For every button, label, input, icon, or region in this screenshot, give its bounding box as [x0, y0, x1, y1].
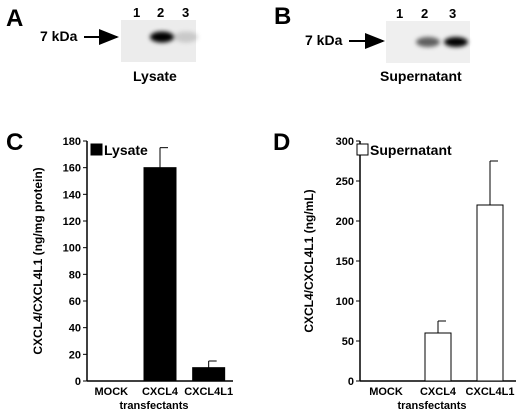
chart1-x-axis-label: transfectants [119, 400, 188, 412]
chart1-category-label: CXCL4 [142, 386, 179, 398]
panel-letter-c: C [6, 129, 23, 156]
chart1-y-tick-label: 20 [69, 349, 81, 361]
lane-b-1: 1 [396, 6, 403, 21]
marker-label-a: 7 kDa [40, 28, 78, 44]
panel-letter-a: A [6, 5, 23, 32]
chart2-legend-label: Supernatant [370, 142, 452, 158]
chart1-y-tick-label: 80 [69, 269, 81, 281]
chart1-bar-cxcl4l1 [192, 367, 226, 382]
blot-caption-a: Lysate [133, 68, 177, 84]
chart1-bar-cxcl4 [143, 167, 177, 382]
chart1-category-label: MOCK [95, 386, 129, 398]
chart1-y-tick-label: 120 [63, 216, 81, 228]
chart1-legend-swatch [90, 143, 103, 156]
chart2-y-tick-label: 250 [336, 176, 354, 188]
chart2-legend-swatch [356, 143, 369, 156]
bands-b [416, 37, 468, 47]
chart2-y-tick-label: 300 [336, 136, 354, 148]
chart1-category-label: CXCL4L1 [184, 386, 233, 398]
chart2-y-tick-label: 0 [348, 376, 354, 388]
chart-supernatant: 0 50 100 150 200 250 300 MOCK CXCL4 CXCL4L1transf… [302, 136, 516, 412]
chart2-x-axis-label: transfectants [397, 400, 466, 412]
chart1-legend-label: Lysate [104, 142, 148, 158]
chart1-y-tick-label: 180 [63, 136, 81, 148]
lane-b-3: 3 [449, 6, 456, 21]
panel-a: A 7 kDa 1 2 3 Lysate [6, 5, 198, 84]
bands-a [150, 31, 198, 43]
chart1-y-tick-label: 140 [63, 189, 81, 201]
panel-letter-d: D [273, 129, 290, 156]
chart2-category-label: CXCL4L1 [466, 386, 515, 398]
blot-band-a-lane-2 [150, 31, 174, 43]
chart2-bar-cxcl4l1 [476, 204, 504, 382]
lane-b-2: 2 [421, 6, 428, 21]
chart2-category-label: MOCK [369, 386, 403, 398]
chart1-y-axis-label: CXCL4/CXCL4L1 (ng/mg protein) [31, 167, 45, 354]
panel-c: C 0 20 40 60 80 100 120 140 160 180 MOCK CXCL4 CXCL4… [6, 129, 233, 412]
chart2-category-label: CXCL4 [420, 386, 457, 398]
panel-b: B 7 kDa 1 2 3 Supernatant [274, 3, 470, 84]
chart1-y-tick-label: 160 [63, 163, 81, 175]
chart2-y-tick-label: 50 [342, 336, 354, 348]
panel-d: D 0 50 100 150 200 250 300 MOCK CXCL4 CXCL4L1tran… [273, 129, 516, 412]
chart2-bar-cxcl4 [424, 332, 452, 382]
chart1-y-tick-label: 60 [69, 296, 81, 308]
blot-band-a-lane-3 [174, 31, 198, 43]
marker-label-b: 7 kDa [305, 32, 343, 48]
lane-a-1: 1 [133, 5, 140, 20]
panel-letter-b: B [274, 3, 291, 30]
blot-band-b-lane-3 [444, 37, 468, 47]
blot-caption-b: Supernatant [380, 68, 462, 84]
chart2-y-axis-label: CXCL4/CXCL4L1 (ng/mL) [302, 189, 316, 332]
chart1-y-tick-label: 0 [75, 376, 81, 388]
lane-a-3: 3 [182, 5, 189, 20]
blot-band-b-lane-2 [416, 37, 440, 47]
chart2-y-tick-label: 200 [336, 216, 354, 228]
chart2-y-tick-label: 100 [336, 296, 354, 308]
lane-a-2: 2 [157, 5, 164, 20]
chart1-y-tick-label: 100 [63, 243, 81, 255]
chart1-y-tick-label: 40 [69, 323, 81, 335]
chart-lysate: 0 20 40 60 80 100 120 140 160 180 MOCK CXCL4 CXCL4L1… [31, 136, 233, 412]
chart2-y-tick-label: 150 [336, 256, 354, 268]
